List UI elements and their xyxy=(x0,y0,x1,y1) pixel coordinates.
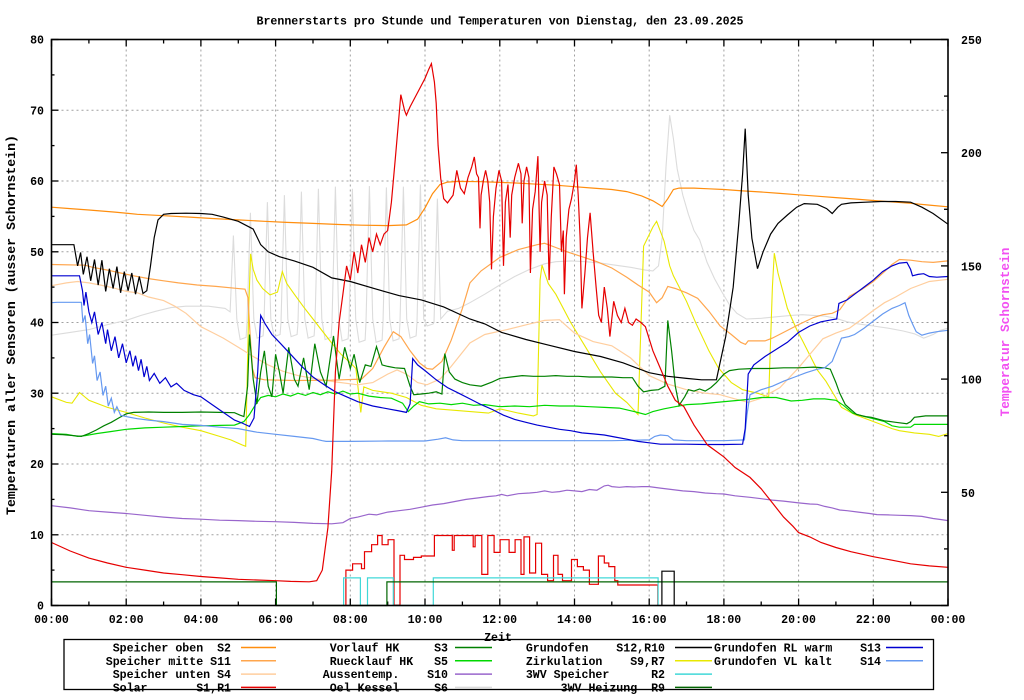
svg-text:0: 0 xyxy=(37,601,44,614)
svg-text:00:00: 00:00 xyxy=(931,614,966,627)
svg-text:00:00: 00:00 xyxy=(34,614,69,627)
svg-text:Temperatur Schornstein: Temperatur Schornstein xyxy=(998,248,1013,417)
svg-text:60: 60 xyxy=(30,176,44,189)
svg-text:40: 40 xyxy=(30,318,44,331)
svg-text:20:00: 20:00 xyxy=(781,614,816,627)
svg-text:150: 150 xyxy=(961,261,982,274)
svg-text:16:00: 16:00 xyxy=(632,614,667,627)
svg-text:30: 30 xyxy=(30,388,44,401)
svg-text:Zirkulation S9,R7: Zirkulation S9,R7 xyxy=(526,656,665,669)
svg-text:80: 80 xyxy=(30,35,44,48)
svg-text:50: 50 xyxy=(961,488,975,501)
svg-text:Temperaturen aller Sensoren (a: Temperaturen aller Sensoren (ausser Scho… xyxy=(4,135,19,515)
svg-text:Grundofen VL kalt S14: Grundofen VL kalt S14 xyxy=(714,656,881,669)
svg-text:50: 50 xyxy=(30,247,44,260)
svg-text:3WV Speicher R2: 3WV Speicher R2 xyxy=(526,669,665,682)
svg-text:Speicher oben S2: Speicher oben S2 xyxy=(113,643,231,656)
svg-text:250: 250 xyxy=(961,35,982,48)
svg-text:10: 10 xyxy=(30,530,44,543)
svg-text:Ruecklauf HK S5: Ruecklauf HK S5 xyxy=(330,656,448,669)
svg-text:20: 20 xyxy=(30,459,44,472)
svg-text:22:00: 22:00 xyxy=(856,614,891,627)
svg-text:04:00: 04:00 xyxy=(184,614,219,627)
svg-text:10:00: 10:00 xyxy=(408,614,443,627)
svg-text:18:00: 18:00 xyxy=(706,614,741,627)
svg-text:14:00: 14:00 xyxy=(557,614,592,627)
svg-text:06:00: 06:00 xyxy=(258,614,293,627)
svg-text:Solar S1,R1: Solar S1,R1 xyxy=(113,682,231,695)
svg-text:70: 70 xyxy=(30,105,44,118)
svg-text:Brennerstarts pro Stunde und T: Brennerstarts pro Stunde und Temperature… xyxy=(256,16,743,29)
svg-text:12:00: 12:00 xyxy=(482,614,517,627)
svg-text:Aussentemp. S10: Aussentemp. S10 xyxy=(323,669,448,682)
svg-text:Vorlauf HK S3: Vorlauf HK S3 xyxy=(330,643,448,656)
svg-text:Speicher unten S4: Speicher unten S4 xyxy=(113,669,231,682)
svg-text:Grundofen RL warm S13: Grundofen RL warm S13 xyxy=(714,643,881,656)
svg-text:02:00: 02:00 xyxy=(109,614,144,627)
svg-text:08:00: 08:00 xyxy=(333,614,368,627)
svg-text:3WV Heizung R9: 3WV Heizung R9 xyxy=(561,682,665,695)
svg-text:Zeit: Zeit xyxy=(484,632,512,645)
svg-text:Grundofen S12,R10: Grundofen S12,R10 xyxy=(526,643,665,656)
svg-text:Speicher mitte S11: Speicher mitte S11 xyxy=(106,656,231,669)
svg-text:Oel Kessel S6: Oel Kessel S6 xyxy=(330,682,448,695)
svg-text:200: 200 xyxy=(961,148,982,161)
svg-text:100: 100 xyxy=(961,375,982,388)
